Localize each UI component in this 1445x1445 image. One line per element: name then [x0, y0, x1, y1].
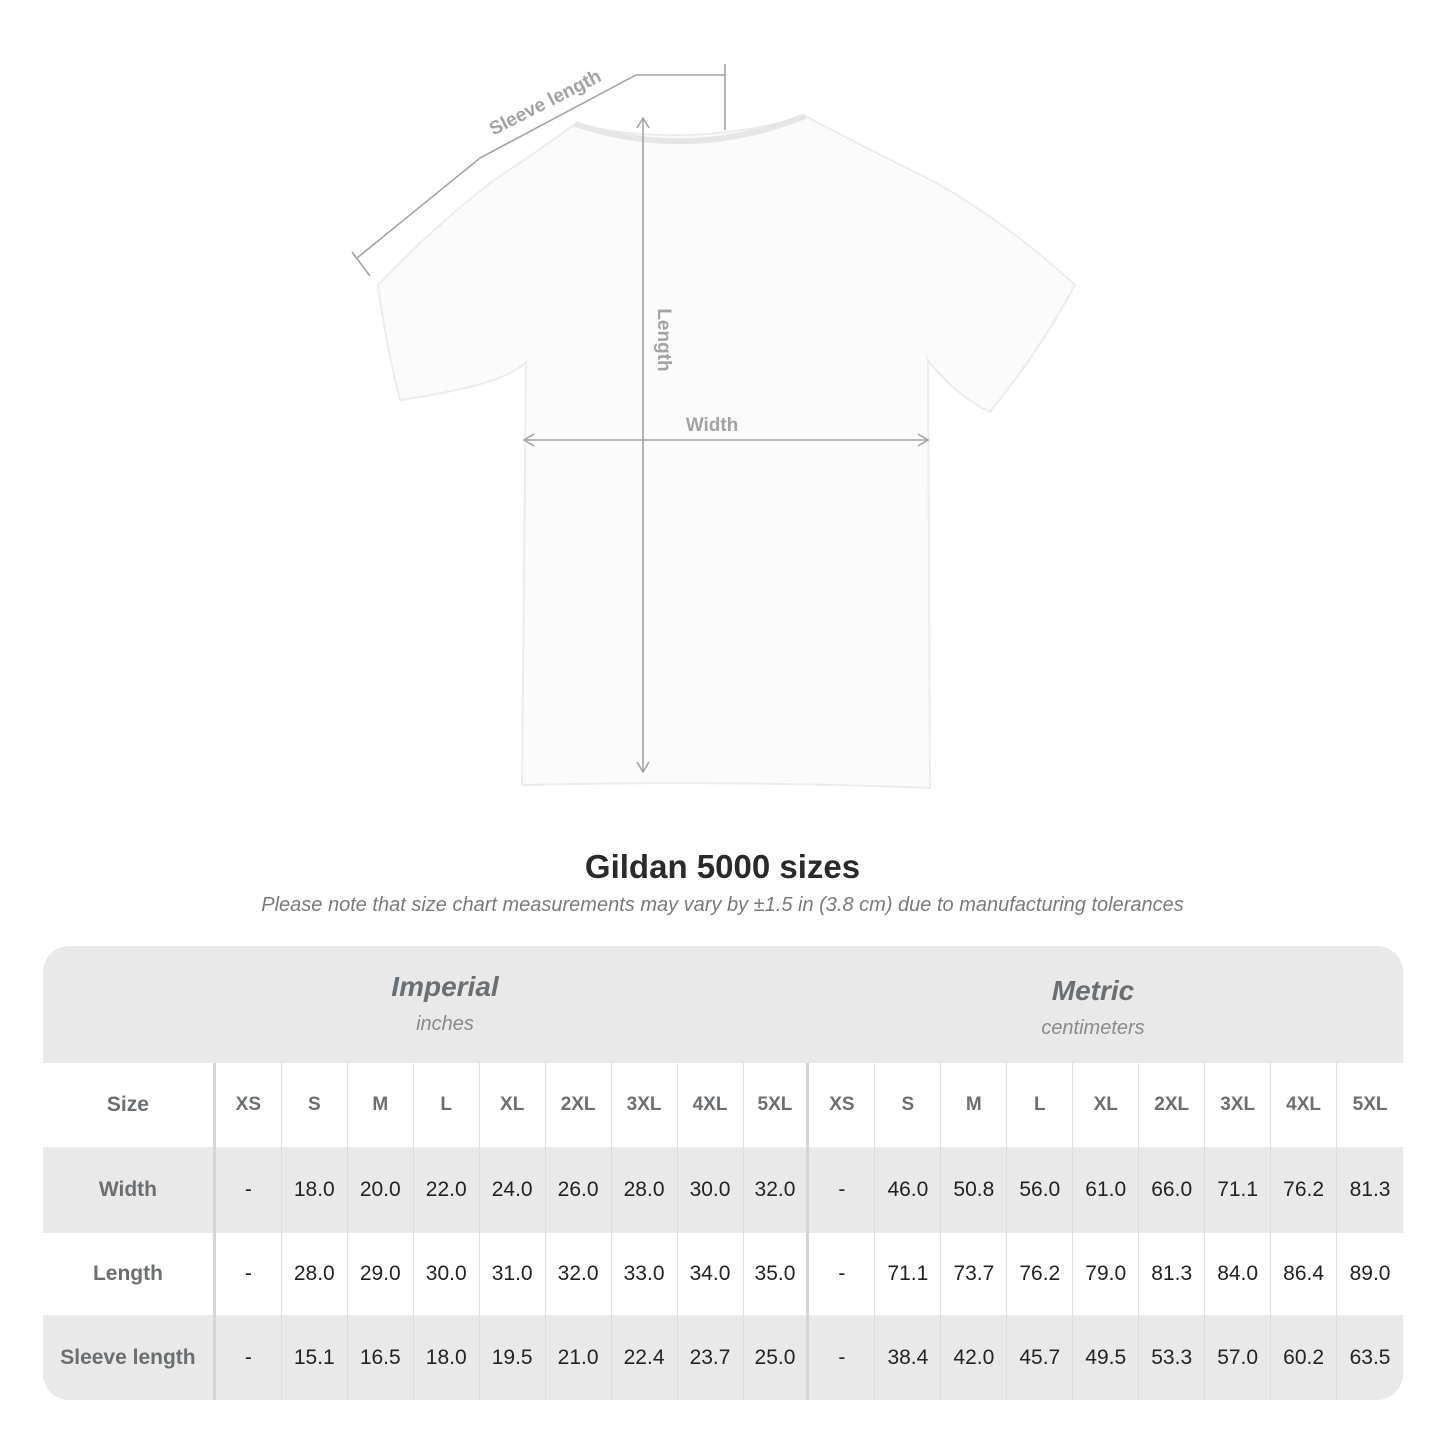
imperial-size-2XL: 2XL [546, 1063, 612, 1147]
imperial-value-cell: 23.7 [678, 1315, 744, 1400]
metric-header: Metric centimeters [868, 975, 1318, 1040]
table-header: Imperial inches Metric centimeters [43, 946, 1403, 1063]
row-label: Length [43, 1233, 216, 1315]
imperial-value-cell: 35.0 [744, 1233, 810, 1315]
metric-size-2XL: 2XL [1139, 1063, 1206, 1147]
metric-unit: centimeters [1041, 1017, 1145, 1039]
metric-value-cell: 71.1 [1205, 1147, 1272, 1233]
imperial-title: Imperial [391, 971, 499, 1002]
metric-value-cell: 56.0 [1007, 1147, 1074, 1233]
imperial-value-cell: 15.1 [282, 1315, 348, 1400]
metric-value-cell: 71.1 [875, 1233, 942, 1315]
imperial-value-cell: - [216, 1147, 282, 1233]
measurement-lines [351, 64, 930, 774]
metric-value-cell: 60.2 [1271, 1315, 1338, 1400]
metric-value-cell: 42.0 [941, 1315, 1008, 1400]
width-label: Width [686, 415, 739, 436]
imperial-size-3XL: 3XL [612, 1063, 678, 1147]
metric-value-cell: 84.0 [1205, 1233, 1272, 1315]
metric-value-cell: 89.0 [1349, 1262, 1391, 1285]
imperial-value-cell: 32.0 [546, 1233, 612, 1315]
metric-value-cell: 76.2 [1271, 1147, 1338, 1233]
table-row: Sleeve length -15.1 16.5 18.0 19.5 21.0 22.4 23… [43, 1315, 1403, 1400]
imperial-size-XL: XL [480, 1063, 546, 1147]
imperial-value-cell: - [216, 1315, 282, 1400]
imperial-value-cell: 22.0 [414, 1147, 480, 1233]
table-row: Length -28.0 29.0 30.0 31.0 32.0 33.0 34.0 35.0-… [43, 1233, 1403, 1315]
metric-value-cell: 57.0 [1205, 1315, 1272, 1400]
table-row: Width -18.0 20.0 22.0 24.0 26.0 28.0 30.0 32.0-4… [43, 1147, 1403, 1233]
imperial-value-cell: 31.0 [480, 1233, 546, 1315]
imperial-value-cell: 18.0 [282, 1147, 348, 1233]
imperial-value-cell: 18.0 [414, 1315, 480, 1400]
imperial-size-L: L [414, 1063, 480, 1147]
imperial-value-cell: 25.0 [744, 1315, 810, 1400]
imperial-value-cell: 22.4 [612, 1315, 678, 1400]
imperial-value-cell: 30.0 [678, 1147, 744, 1233]
imperial-unit: inches [416, 1013, 474, 1035]
imperial-value-cell: 20.0 [348, 1147, 414, 1233]
imperial-value-cell: - [216, 1233, 282, 1315]
metric-value-cell: 63.5 [1349, 1345, 1391, 1369]
tshirt-diagram: Sleeve length Length Width [351, 64, 1077, 790]
imperial-value-cell: 16.5 [348, 1315, 414, 1400]
metric-value-cell: 61.0 [1073, 1147, 1140, 1233]
size-table: Imperial inches Metric centimeters Size X… [43, 946, 1403, 1400]
size-header-row: Size XS S M L XL 2XL 3XL 4XL 5XL XS S M L XL 2XL 3XL 4XL 5… [43, 1063, 1403, 1147]
row-label: Width [43, 1147, 216, 1233]
length-label: Length [653, 308, 674, 371]
imperial-size-5XL: 5XL [744, 1063, 810, 1147]
metric-value-cell: 76.2 [1007, 1233, 1074, 1315]
metric-value-cell: 49.5 [1073, 1315, 1140, 1400]
size-label: Size [43, 1063, 216, 1147]
imperial-value-cell: 28.0 [612, 1147, 678, 1233]
imperial-header: Imperial inches [216, 971, 674, 1036]
metric-size-4XL: 4XL [1271, 1063, 1338, 1147]
metric-value-cell: - [809, 1315, 876, 1400]
imperial-size-4XL: 4XL [678, 1063, 744, 1147]
metric-value-cell: 38.4 [875, 1315, 942, 1400]
imperial-value-cell: 28.0 [282, 1233, 348, 1315]
collar [574, 113, 807, 145]
metric-size-S: S [875, 1063, 942, 1147]
imperial-value-cell: 34.0 [678, 1233, 744, 1315]
metric-size-XS: XS [809, 1063, 876, 1147]
imperial-size-S: S [282, 1063, 348, 1147]
imperial-value-cell: 24.0 [480, 1147, 546, 1233]
imperial-value-cell: 30.0 [414, 1233, 480, 1315]
imperial-value-cell: 19.5 [480, 1315, 546, 1400]
metric-size-XL: XL [1073, 1063, 1140, 1147]
metric-value-cell: - [809, 1147, 876, 1233]
metric-value-cell: 53.3 [1139, 1315, 1206, 1400]
metric-value-cell: 81.3 [1139, 1233, 1206, 1315]
metric-value-cell: 79.0 [1073, 1233, 1140, 1315]
imperial-value-cell: 21.0 [546, 1315, 612, 1400]
imperial-value-cell: 29.0 [348, 1233, 414, 1315]
metric-size-3XL: 3XL [1205, 1063, 1272, 1147]
metric-value-cell: 73.7 [941, 1233, 1008, 1315]
row-label: Sleeve length [43, 1315, 216, 1400]
metric-value-cell: 81.3 [1349, 1178, 1391, 1201]
imperial-value-cell: 26.0 [546, 1147, 612, 1233]
imperial-size-M: M [348, 1063, 414, 1147]
metric-value-cell: 46.0 [875, 1147, 942, 1233]
metric-size-L: L [1007, 1063, 1074, 1147]
metric-size-5XL: 5XL [1352, 1094, 1388, 1115]
imperial-value-cell: 32.0 [744, 1147, 810, 1233]
metric-value-cell: 66.0 [1139, 1147, 1206, 1233]
imperial-value-cell: 33.0 [612, 1233, 678, 1315]
metric-value-cell: 45.7 [1007, 1315, 1074, 1400]
metric-value-cell: 86.4 [1271, 1233, 1338, 1315]
imperial-size-XS: XS [216, 1063, 282, 1147]
metric-title: Metric [1051, 975, 1135, 1006]
metric-value-cell: 50.8 [941, 1147, 1008, 1233]
tshirt-shape [376, 114, 1077, 790]
tolerance-note: Please note that size chart measurements… [261, 894, 1184, 916]
metric-value-cell: - [809, 1233, 876, 1315]
metric-size-M: M [941, 1063, 1008, 1147]
chart-title: Gildan 5000 sizes [584, 848, 861, 885]
